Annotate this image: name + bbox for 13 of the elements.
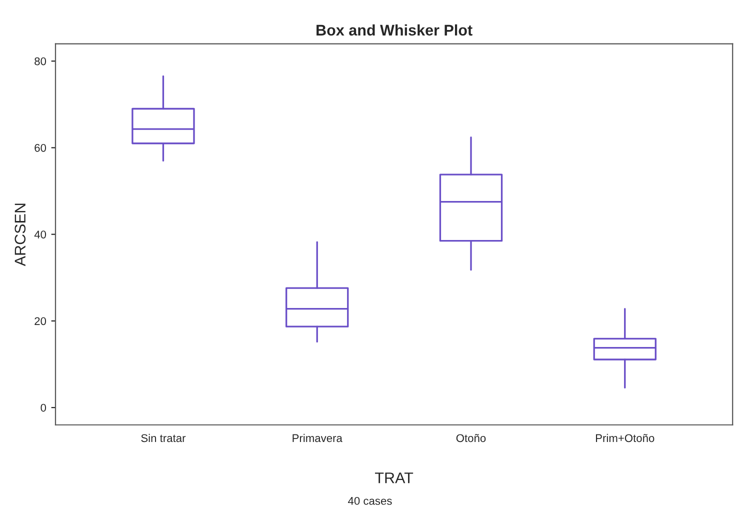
text: 40 cases [348, 496, 392, 505]
y-tick-label: 80 [34, 57, 46, 66]
chart-title: Box and Whisker Plot [316, 24, 472, 36]
x-tick-label: Prim+Otoño [596, 434, 654, 442]
y-tick-label: 40 [34, 230, 46, 238]
y-axis-title: ARCSEN [14, 204, 26, 266]
x-tick-label: Otoño [456, 434, 486, 442]
x-axis-title: TRAT [375, 472, 414, 484]
y-tick-label: 20 [34, 317, 46, 326]
x-tick-label: Primavera [292, 434, 342, 442]
x-tick-label: Sin tratar [141, 434, 186, 442]
y-tick-label: 0 [40, 404, 46, 412]
y-tick-label: 60 [34, 144, 46, 152]
